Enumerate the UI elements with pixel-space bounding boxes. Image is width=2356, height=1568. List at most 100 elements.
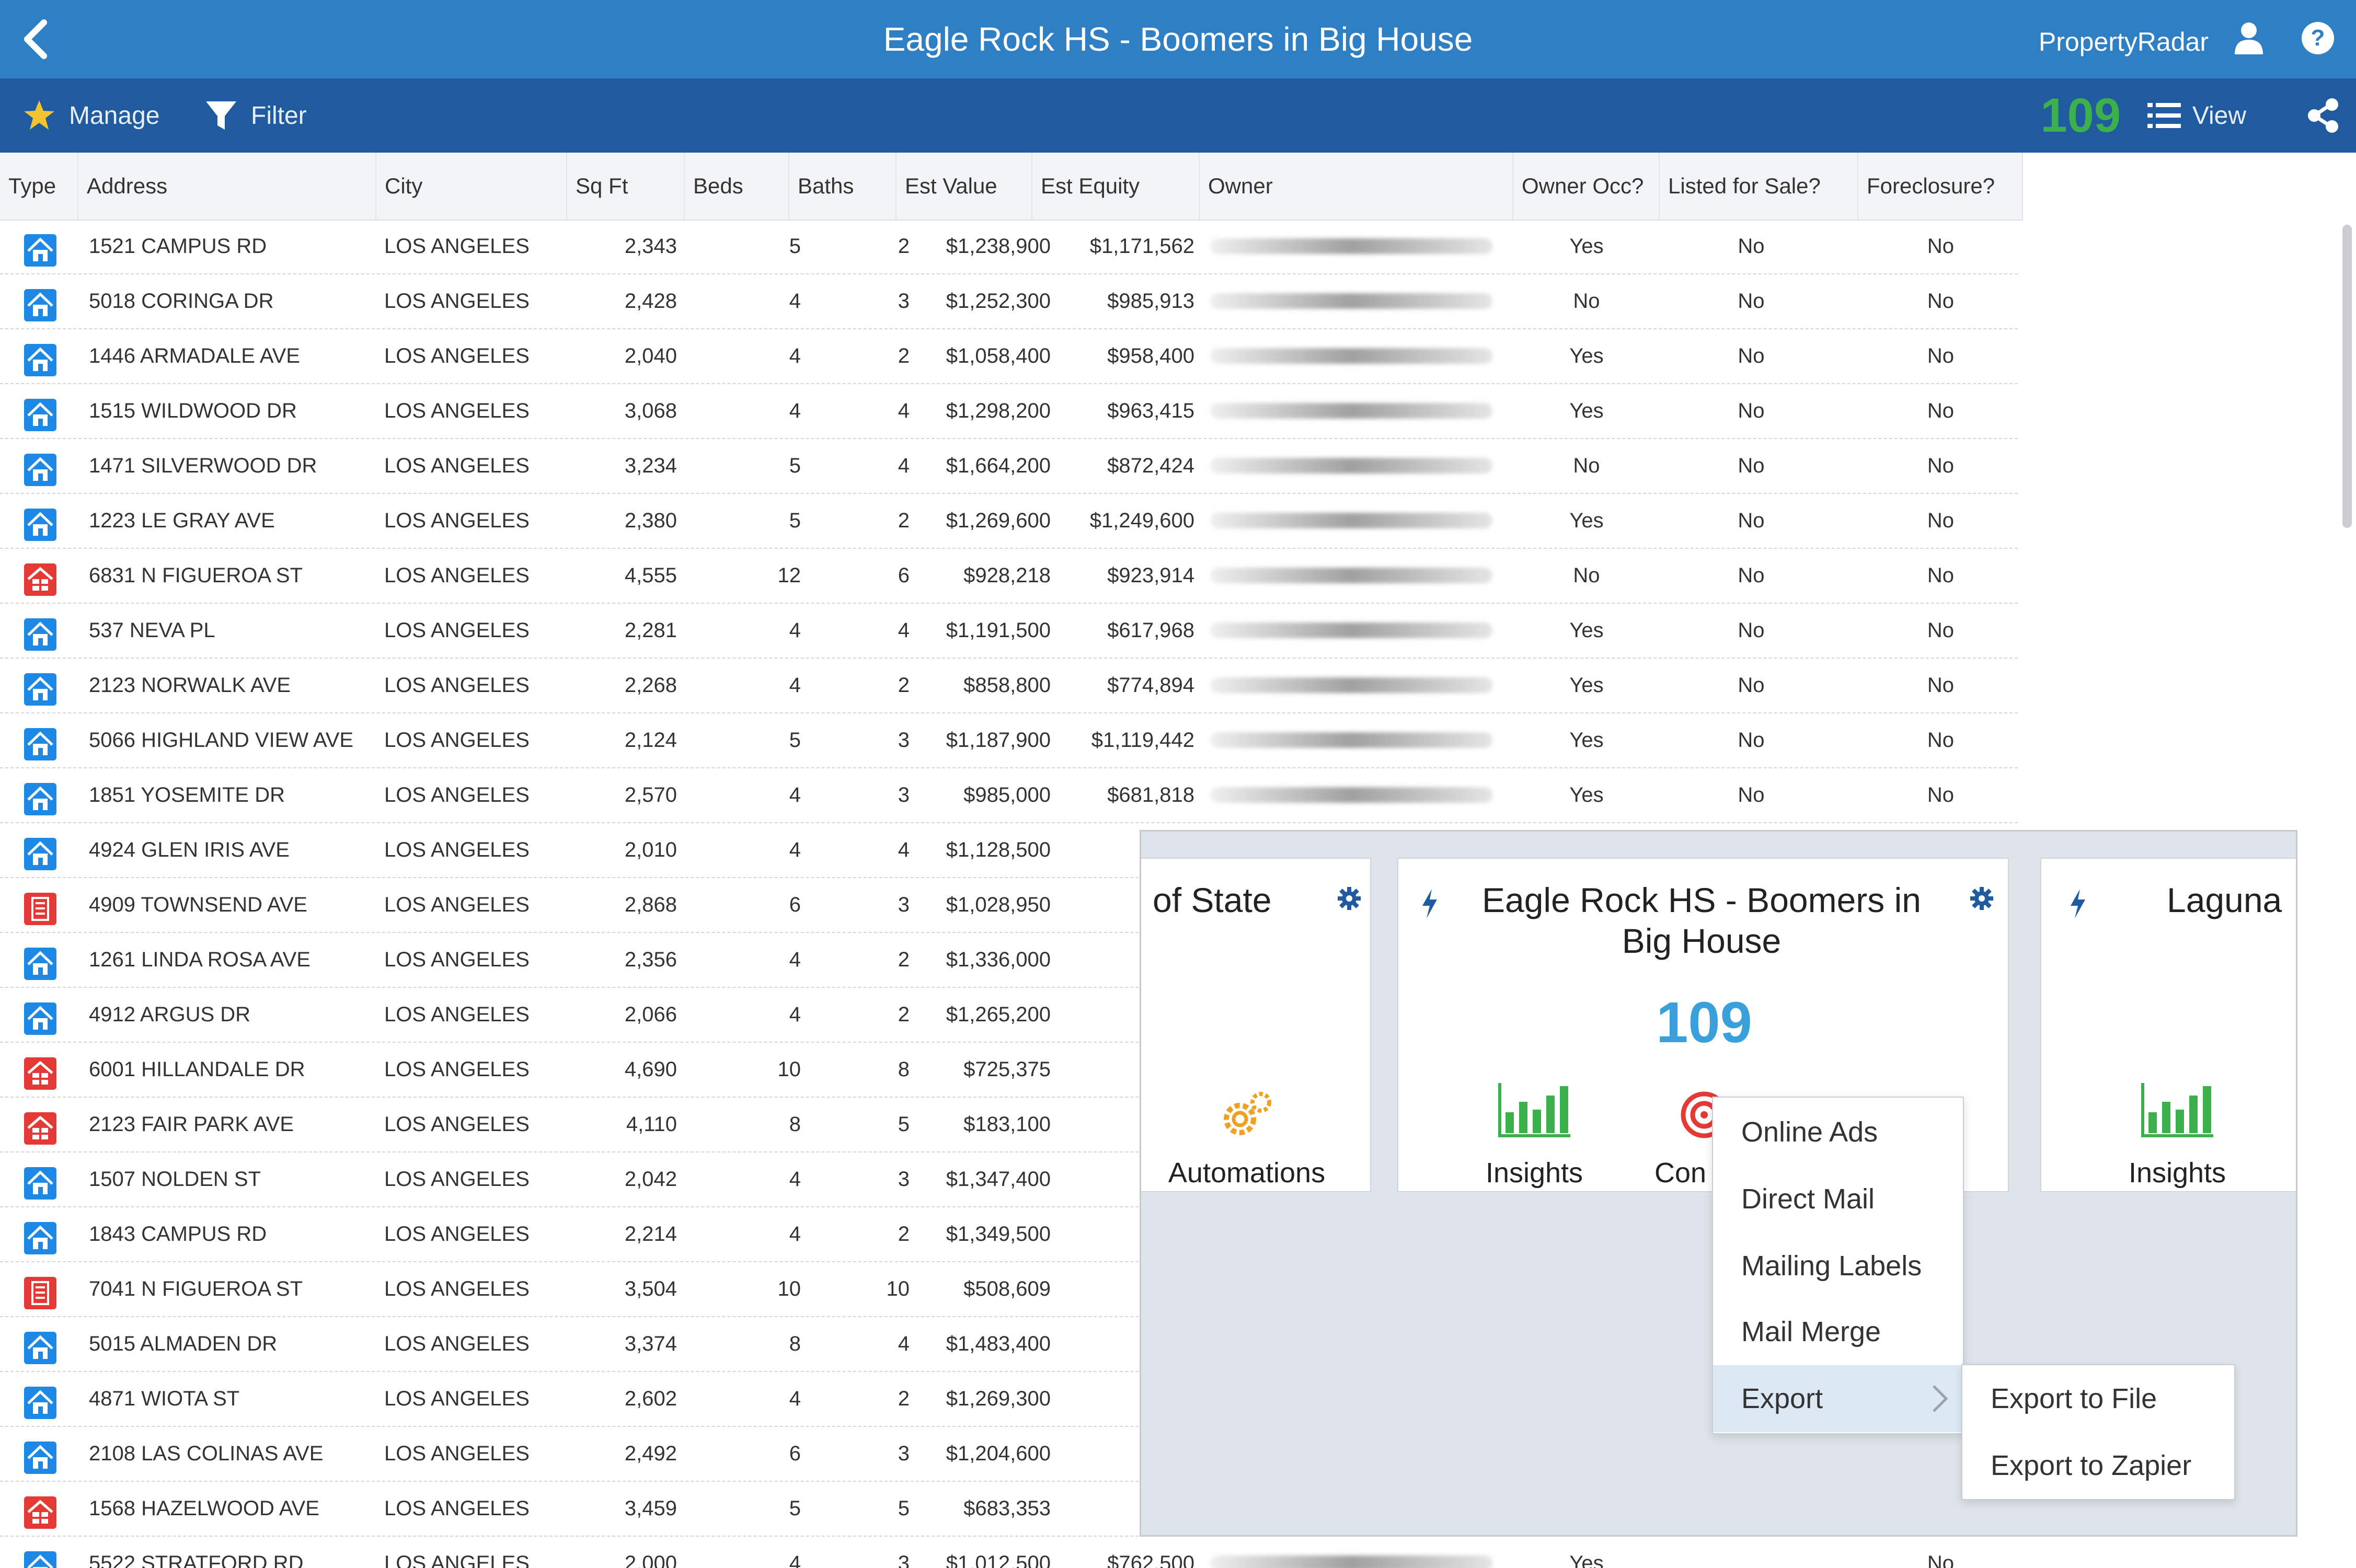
column-header-est-value[interactable]: Est Value <box>897 153 1032 220</box>
settings-gear-icon[interactable] <box>1968 885 1995 912</box>
cell-address[interactable]: 1843 CAMPUS RD <box>89 1223 267 1246</box>
cell-address[interactable]: 5522 STRATFORD RD <box>89 1552 304 1568</box>
back-chevron-icon[interactable] <box>15 16 56 63</box>
table-row[interactable]: 537 NEVA PL LOS ANGELES 2,281 4 4 $1,191,500 $… <box>0 604 2018 659</box>
cell-address[interactable]: 1446 ARMADALE AVE <box>89 344 300 367</box>
cell-address[interactable]: 6831 N FIGUEROA ST <box>89 564 303 587</box>
column-header-baths[interactable]: Baths <box>789 153 897 220</box>
table-row[interactable]: 4912 ARGUS DR LOS ANGELES 2,066 4 2 $1,265,20… <box>0 988 2018 1043</box>
table-row[interactable]: 1223 LE GRAY AVE LOS ANGELES 2,380 5 2 $1,269… <box>0 494 2018 549</box>
cell-beds: 12 <box>777 564 801 587</box>
cell-address[interactable]: 2123 NORWALK AVE <box>89 674 291 697</box>
table-row[interactable]: 1851 YOSEMITE DR LOS ANGELES 2,570 4 3 $985,0… <box>0 768 2018 823</box>
table-row[interactable]: 6001 HILLANDALE DR LOS ANGELES 4,690 10 8 $72… <box>0 1043 2018 1098</box>
manage-button[interactable]: Manage <box>22 78 159 153</box>
cell-address[interactable]: 1261 LINDA ROSA AVE <box>89 948 311 971</box>
cell-address[interactable]: 1521 CAMPUS RD <box>89 235 267 258</box>
column-header-beds[interactable]: Beds <box>685 153 789 220</box>
cell-city: LOS ANGELES <box>384 948 530 971</box>
table-row[interactable]: 4924 GLEN IRIS AVE LOS ANGELES 2,010 4 4 $1,1… <box>0 823 2018 878</box>
column-header-listed-for-sale[interactable]: Listed for Sale? <box>1660 153 1858 220</box>
owner-name-redacted <box>1210 1555 1492 1568</box>
table-row[interactable]: 2123 NORWALK AVE LOS ANGELES 2,268 4 2 $858,8… <box>0 659 2018 713</box>
star-icon <box>24 100 54 130</box>
table-row[interactable]: 1515 WILDWOOD DR LOS ANGELES 3,068 4 4 $1,298… <box>0 384 2018 439</box>
table-row[interactable]: 2108 LAS COLINAS AVE LOS ANGELES 2,492 6 3 $1… <box>0 1427 2018 1482</box>
column-header-city[interactable]: City <box>376 153 567 220</box>
cell-address[interactable]: 5018 CORINGA DR <box>89 290 274 313</box>
menu-item-export[interactable]: Export <box>1713 1365 1963 1432</box>
cell-address[interactable]: 7041 N FIGUEROA ST <box>89 1277 303 1300</box>
cell-address[interactable]: 1851 YOSEMITE DR <box>89 783 285 806</box>
table-row[interactable]: 1446 ARMADALE AVE LOS ANGELES 2,040 4 2 $1,05… <box>0 329 2018 384</box>
cell-occ: No <box>1573 454 1600 477</box>
cell-address[interactable]: 4871 WIOTA ST <box>89 1387 240 1410</box>
view-button[interactable]: View <box>2147 78 2246 153</box>
table-row[interactable]: 5522 STRATFORD RD LOS ANGELES 2,000 4 3 $1,01… <box>0 1537 2018 1568</box>
brand-label[interactable]: PropertyRadar <box>2038 27 2209 56</box>
menu-item-export-to-file[interactable]: Export to File <box>1991 1383 2157 1414</box>
cell-address[interactable]: 6001 HILLANDALE DR <box>89 1058 305 1081</box>
column-header-foreclosure[interactable]: Foreclosure? <box>1858 153 2023 220</box>
table-row[interactable]: 1471 SILVERWOOD DR LOS ANGELES 3,234 5 4 $1,6… <box>0 439 2018 494</box>
cell-address[interactable]: 1568 HAZELWOOD AVE <box>89 1497 319 1520</box>
table-row[interactable]: 4909 TOWNSEND AVE LOS ANGELES 2,868 6 3 $1,02… <box>0 878 2018 933</box>
cell-address[interactable]: 537 NEVA PL <box>89 619 215 642</box>
column-header-address[interactable]: Address <box>78 153 376 220</box>
table-row[interactable]: 7041 N FIGUEROA ST LOS ANGELES 3,504 10 10 $5… <box>0 1262 2018 1317</box>
table-row[interactable]: 2123 FAIR PARK AVE LOS ANGELES 4,110 8 5 $183… <box>0 1098 2018 1152</box>
owner-name-redacted <box>1210 677 1492 693</box>
settings-gear-icon[interactable] <box>1336 885 1363 912</box>
cell-address[interactable]: 2123 FAIR PARK AVE <box>89 1113 294 1136</box>
title-bar: Eagle Rock HS - Boomers in Big House Pro… <box>0 0 2356 78</box>
cell-address[interactable]: 4909 TOWNSEND AVE <box>89 893 307 916</box>
insights-link[interactable]: Insights <box>2128 1157 2226 1189</box>
filter-button[interactable]: Filter <box>204 78 307 153</box>
menu-item-mail-merge[interactable]: Mail Merge <box>1741 1316 1881 1347</box>
list-icon <box>2147 103 2181 128</box>
cell-sqft: 3,504 <box>624 1277 677 1300</box>
cell-address[interactable]: 5015 ALMADEN DR <box>89 1332 278 1355</box>
cell-address[interactable]: 4924 GLEN IRIS AVE <box>89 838 290 861</box>
cell-value: $1,058,400 <box>946 344 1051 367</box>
table-row[interactable]: 1568 HAZELWOOD AVE LOS ANGELES 3,459 5 5 $683… <box>0 1482 2018 1537</box>
owner-name-redacted <box>1210 403 1492 419</box>
table-row[interactable]: 5066 HIGHLAND VIEW AVE LOS ANGELES 2,124 5 3… <box>0 713 2018 768</box>
table-row[interactable]: 6831 N FIGUEROA ST LOS ANGELES 4,555 12 6 $92… <box>0 549 2018 604</box>
table-row[interactable]: 1521 CAMPUS RD LOS ANGELES 2,343 5 2 $1,238,9… <box>0 220 2018 274</box>
cell-address[interactable]: 5066 HIGHLAND VIEW AVE <box>89 729 354 752</box>
list-card-partial-left[interactable]: of State Automations <box>1141 858 1371 1192</box>
share-icon[interactable] <box>2305 97 2341 134</box>
cell-listed: No <box>1738 619 1765 642</box>
column-header-type[interactable]: Type <box>0 153 78 220</box>
cell-baths: 3 <box>898 783 910 806</box>
column-header-owner[interactable]: Owner <box>1200 153 1513 220</box>
menu-item-export-to-zapier[interactable]: Export to Zapier <box>1991 1450 2192 1481</box>
automations-link[interactable]: Automations <box>1168 1157 1326 1189</box>
list-card-laguna[interactable]: Laguna Insights <box>2040 858 2296 1192</box>
column-header-owner-occ[interactable]: Owner Occ? <box>1513 153 1660 220</box>
cell-occ: No <box>1573 564 1600 587</box>
insights-link[interactable]: Insights <box>1485 1157 1583 1189</box>
column-header-est-equity[interactable]: Est Equity <box>1032 153 1200 220</box>
vertical-scrollbar[interactable] <box>2342 225 2352 528</box>
cell-address[interactable]: 4912 ARGUS DR <box>89 1003 251 1026</box>
table-row[interactable]: 5015 ALMADEN DR LOS ANGELES 3,374 8 4 $1,483,… <box>0 1317 2018 1372</box>
cell-address[interactable]: 1507 NOLDEN ST <box>89 1168 261 1191</box>
table-row[interactable]: 5018 CORINGA DR LOS ANGELES 2,428 4 3 $1,252,… <box>0 274 2018 329</box>
cell-address[interactable]: 1223 LE GRAY AVE <box>89 509 275 532</box>
help-icon[interactable]: ? <box>2301 21 2335 55</box>
cell-city: LOS ANGELES <box>384 1442 530 1465</box>
cell-occ: Yes <box>1569 783 1604 806</box>
column-header-sqft[interactable]: Sq Ft <box>567 153 685 220</box>
cell-address[interactable]: 1515 WILDWOOD DR <box>89 399 297 422</box>
menu-item-online-ads[interactable]: Online Ads <box>1741 1116 1878 1148</box>
cell-sqft: 3,234 <box>624 454 677 477</box>
table-row[interactable]: 1261 LINDA ROSA AVE LOS ANGELES 2,356 4 2 $1,… <box>0 933 2018 988</box>
cell-address[interactable]: 2108 LAS COLINAS AVE <box>89 1442 324 1465</box>
menu-item-direct-mail[interactable]: Direct Mail <box>1741 1183 1875 1215</box>
user-icon[interactable] <box>2231 20 2267 56</box>
cell-address[interactable]: 1471 SILVERWOOD DR <box>89 454 317 477</box>
contact-link[interactable]: Con <box>1654 1157 1707 1189</box>
menu-item-mailing-labels[interactable]: Mailing Labels <box>1741 1250 1922 1282</box>
